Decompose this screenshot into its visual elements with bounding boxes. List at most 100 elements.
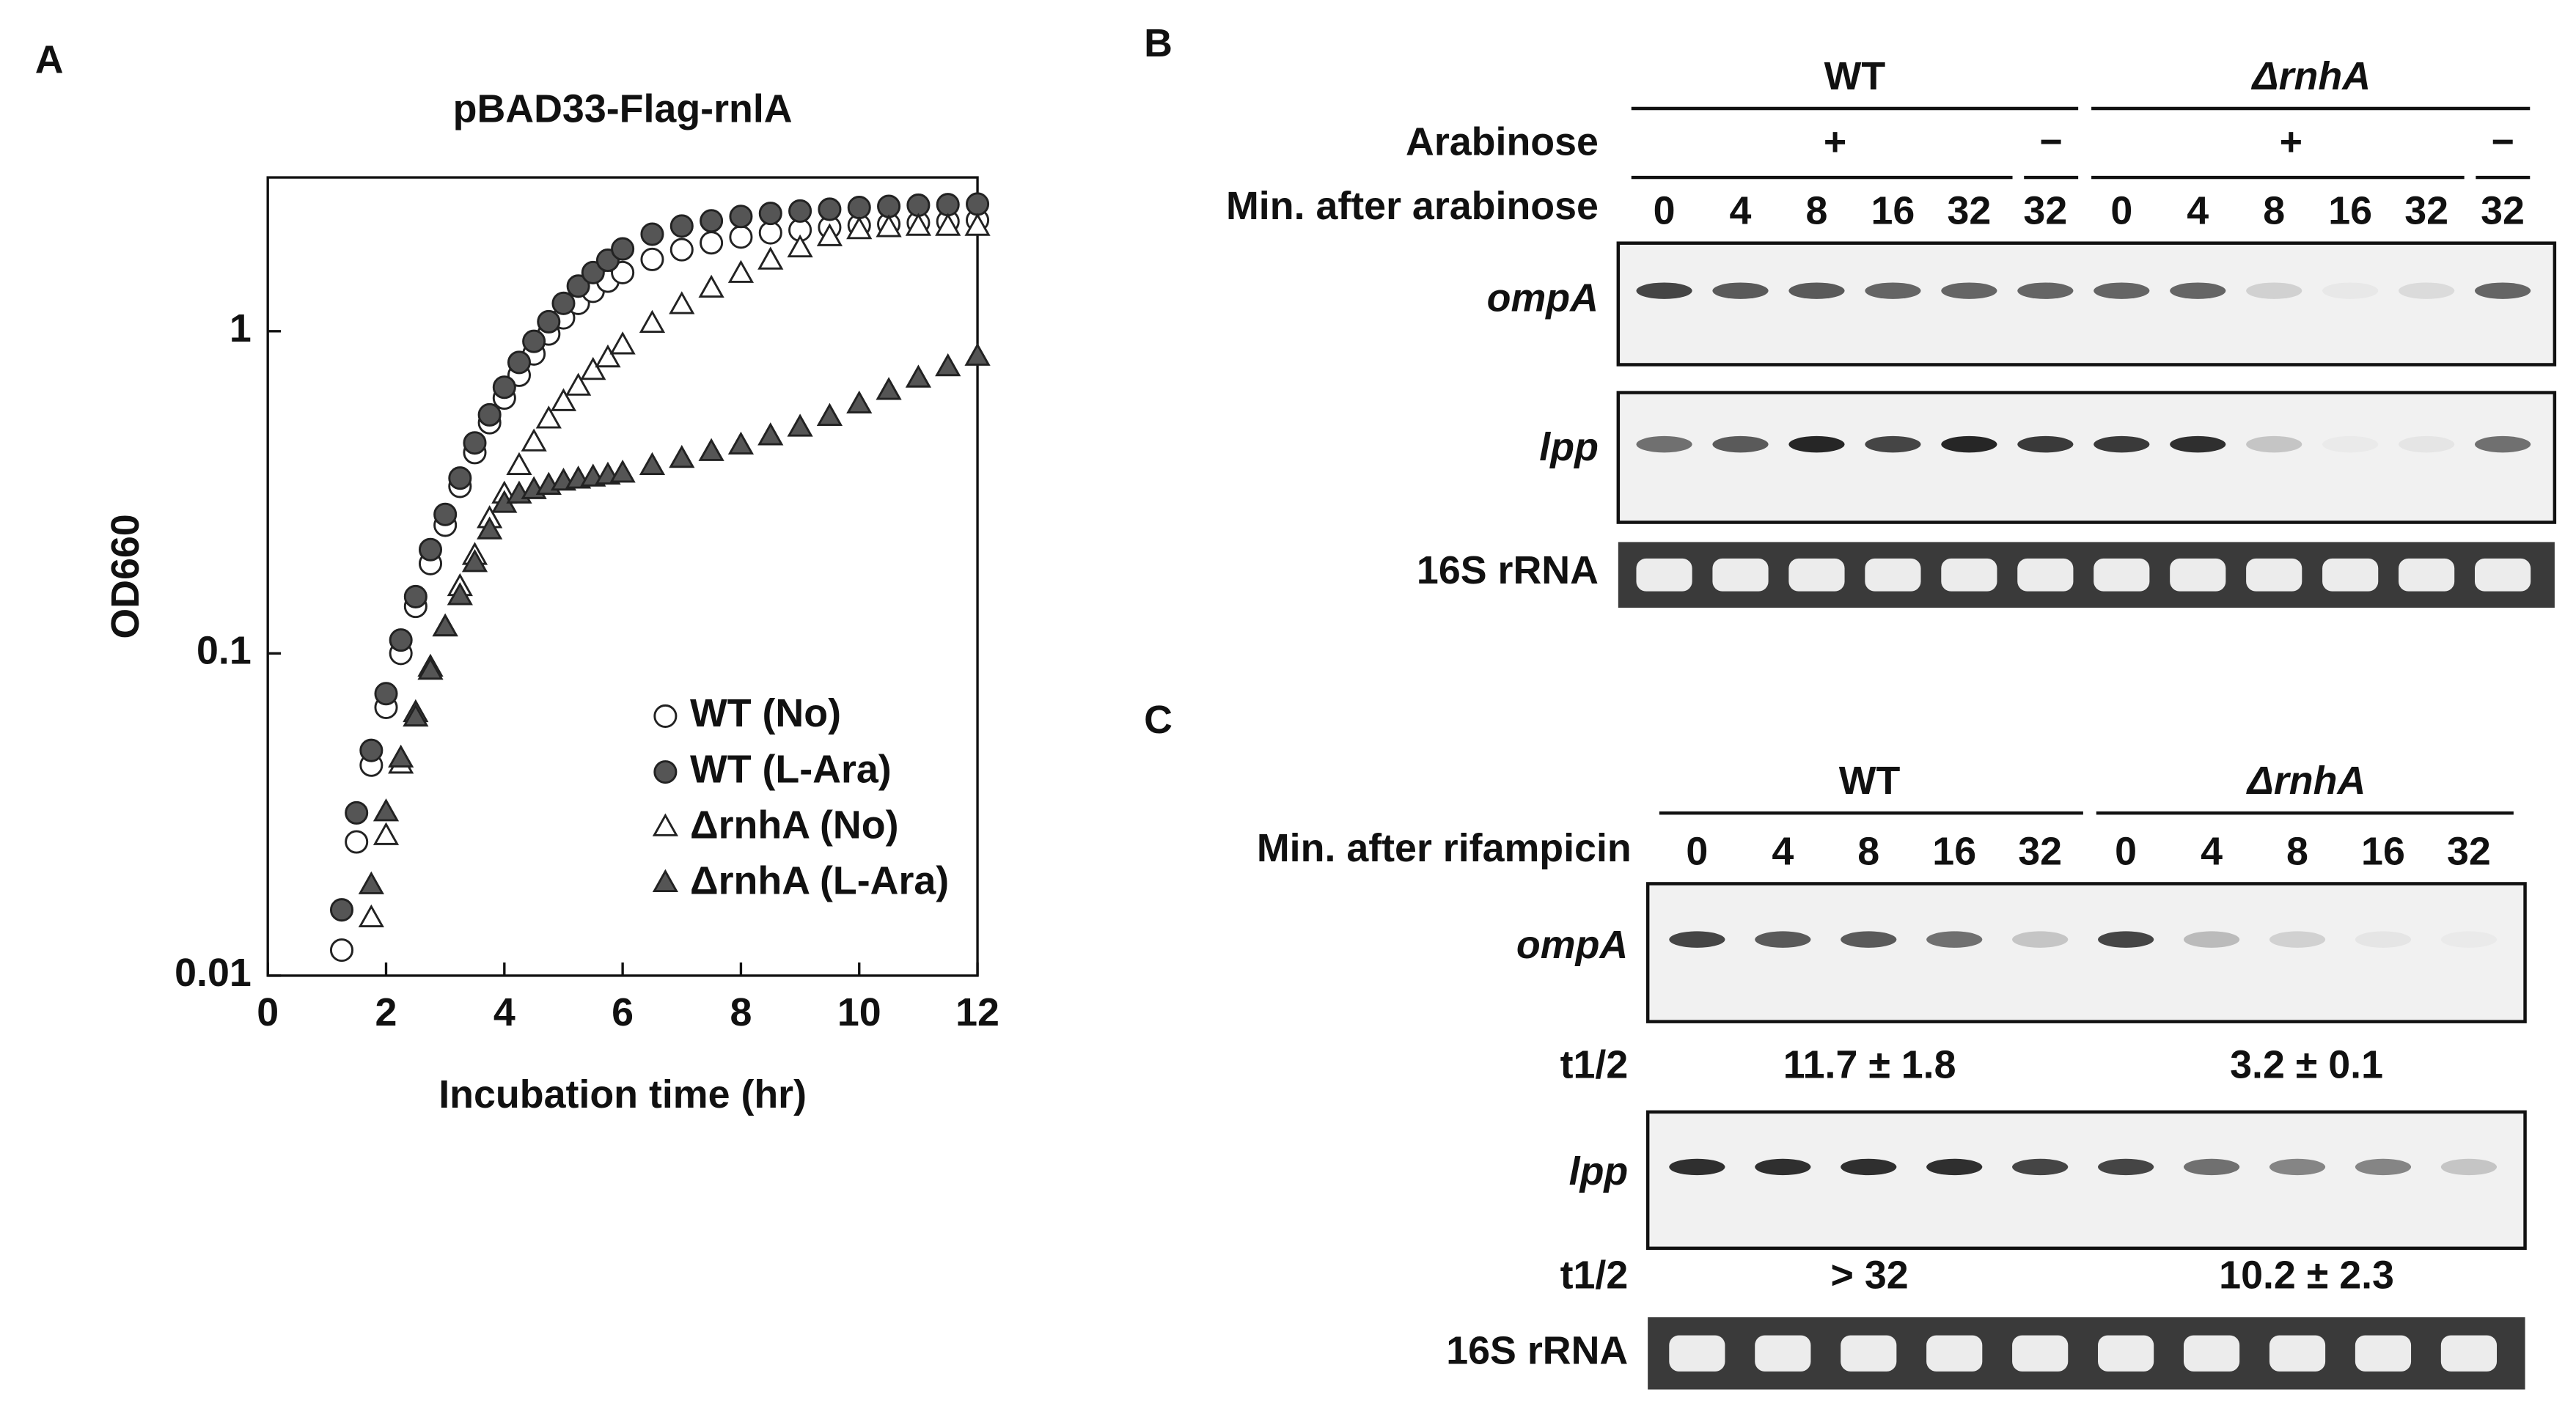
point (611, 260, 635, 284)
rrna-band (1636, 558, 1692, 592)
lane-label: 0 (1686, 829, 1708, 873)
rrna-band (1865, 558, 1921, 592)
lane-label: 4 (2187, 189, 2209, 233)
point (935, 353, 961, 377)
point (374, 682, 398, 706)
row-label: ompA (1487, 276, 1599, 320)
point (551, 291, 576, 315)
point (758, 202, 782, 226)
lane-label: 32 (2447, 829, 2491, 873)
band (1712, 282, 1769, 299)
band (2399, 435, 2455, 453)
band (1941, 282, 1997, 299)
point (463, 431, 487, 455)
point (566, 274, 590, 298)
point (846, 216, 873, 240)
point (448, 466, 472, 490)
legend-label: WT (L-Ara) (690, 747, 892, 791)
blot (1645, 1110, 2527, 1251)
legend-label: ΔrnhA (L-Ara) (690, 859, 949, 903)
lane-label: 32 (2404, 189, 2448, 233)
band (2098, 931, 2154, 948)
band (2440, 1158, 2498, 1176)
arabinose-sign: + (1824, 119, 1846, 163)
point (345, 830, 369, 854)
x-tick-label: 8 (730, 990, 752, 1034)
point (403, 703, 429, 727)
rrna-band (2246, 558, 2302, 592)
point (669, 238, 694, 262)
point (537, 309, 561, 334)
lane-label: 8 (2263, 189, 2285, 233)
row-label: lpp (1539, 425, 1599, 469)
point (522, 329, 546, 353)
point (447, 582, 473, 606)
arabinose-sign: − (2492, 119, 2514, 163)
rrna-band (1755, 1335, 1811, 1372)
rrna-band (2098, 1335, 2154, 1372)
point (373, 798, 400, 822)
band (1788, 435, 1845, 453)
band (2094, 282, 2150, 299)
panel-label: C (1144, 698, 1173, 742)
half-life-label: t1/2 (1560, 1043, 1629, 1087)
point (521, 428, 547, 452)
point (669, 444, 695, 468)
point (565, 372, 592, 396)
legend-marker (652, 869, 678, 892)
rrna-band (2322, 558, 2379, 592)
lane-label: 32 (1947, 189, 1991, 233)
band (1636, 282, 1692, 299)
point (373, 822, 400, 845)
band (2474, 435, 2531, 453)
band (2246, 435, 2302, 453)
point (550, 388, 577, 411)
group-label: ΔrnhA (2251, 54, 2371, 98)
half-life: > 32 (1831, 1253, 1909, 1297)
point (477, 402, 502, 427)
lane-label: 8 (1857, 829, 1879, 873)
plot-frame (266, 176, 979, 977)
rrna-band (2183, 1335, 2240, 1372)
point (966, 192, 990, 216)
x-tick-label: 0 (257, 990, 279, 1034)
band (2094, 435, 2150, 453)
arabinose-sign: − (2039, 119, 2062, 163)
legend-marker (653, 704, 678, 728)
point (640, 247, 664, 271)
arabinose-sign: + (2280, 119, 2302, 163)
lane-label: 4 (1772, 829, 1794, 873)
row-label: Min. after rifampicin (1257, 826, 1632, 870)
point (816, 223, 843, 246)
y-tick-label: 0.1 (197, 629, 252, 673)
point (461, 549, 488, 573)
rrna-band (2440, 1335, 2498, 1372)
point (698, 438, 724, 461)
point (477, 516, 503, 540)
legend-marker (653, 760, 678, 784)
rrna-band (1941, 558, 1997, 592)
x-tick-label: 12 (955, 990, 999, 1034)
half-life: 10.2 ± 2.3 (2219, 1253, 2394, 1297)
point (935, 213, 961, 236)
point (432, 613, 458, 637)
band (2170, 435, 2226, 453)
point (609, 331, 636, 355)
lane-label: 0 (2115, 829, 2137, 873)
point (906, 193, 931, 217)
x-tick-label: 4 (493, 990, 515, 1034)
point (609, 460, 636, 483)
band (2322, 282, 2379, 299)
point (417, 656, 444, 680)
point (905, 364, 932, 388)
band (1841, 931, 1897, 948)
band (2098, 1158, 2154, 1176)
rrna-band (1712, 558, 1769, 592)
band (2269, 1158, 2326, 1176)
point (700, 231, 724, 255)
point (876, 214, 902, 238)
lane-label: 4 (1730, 189, 1752, 233)
band (2399, 282, 2455, 299)
rrna-band (2094, 558, 2150, 592)
rrna-band (1926, 1335, 1983, 1372)
